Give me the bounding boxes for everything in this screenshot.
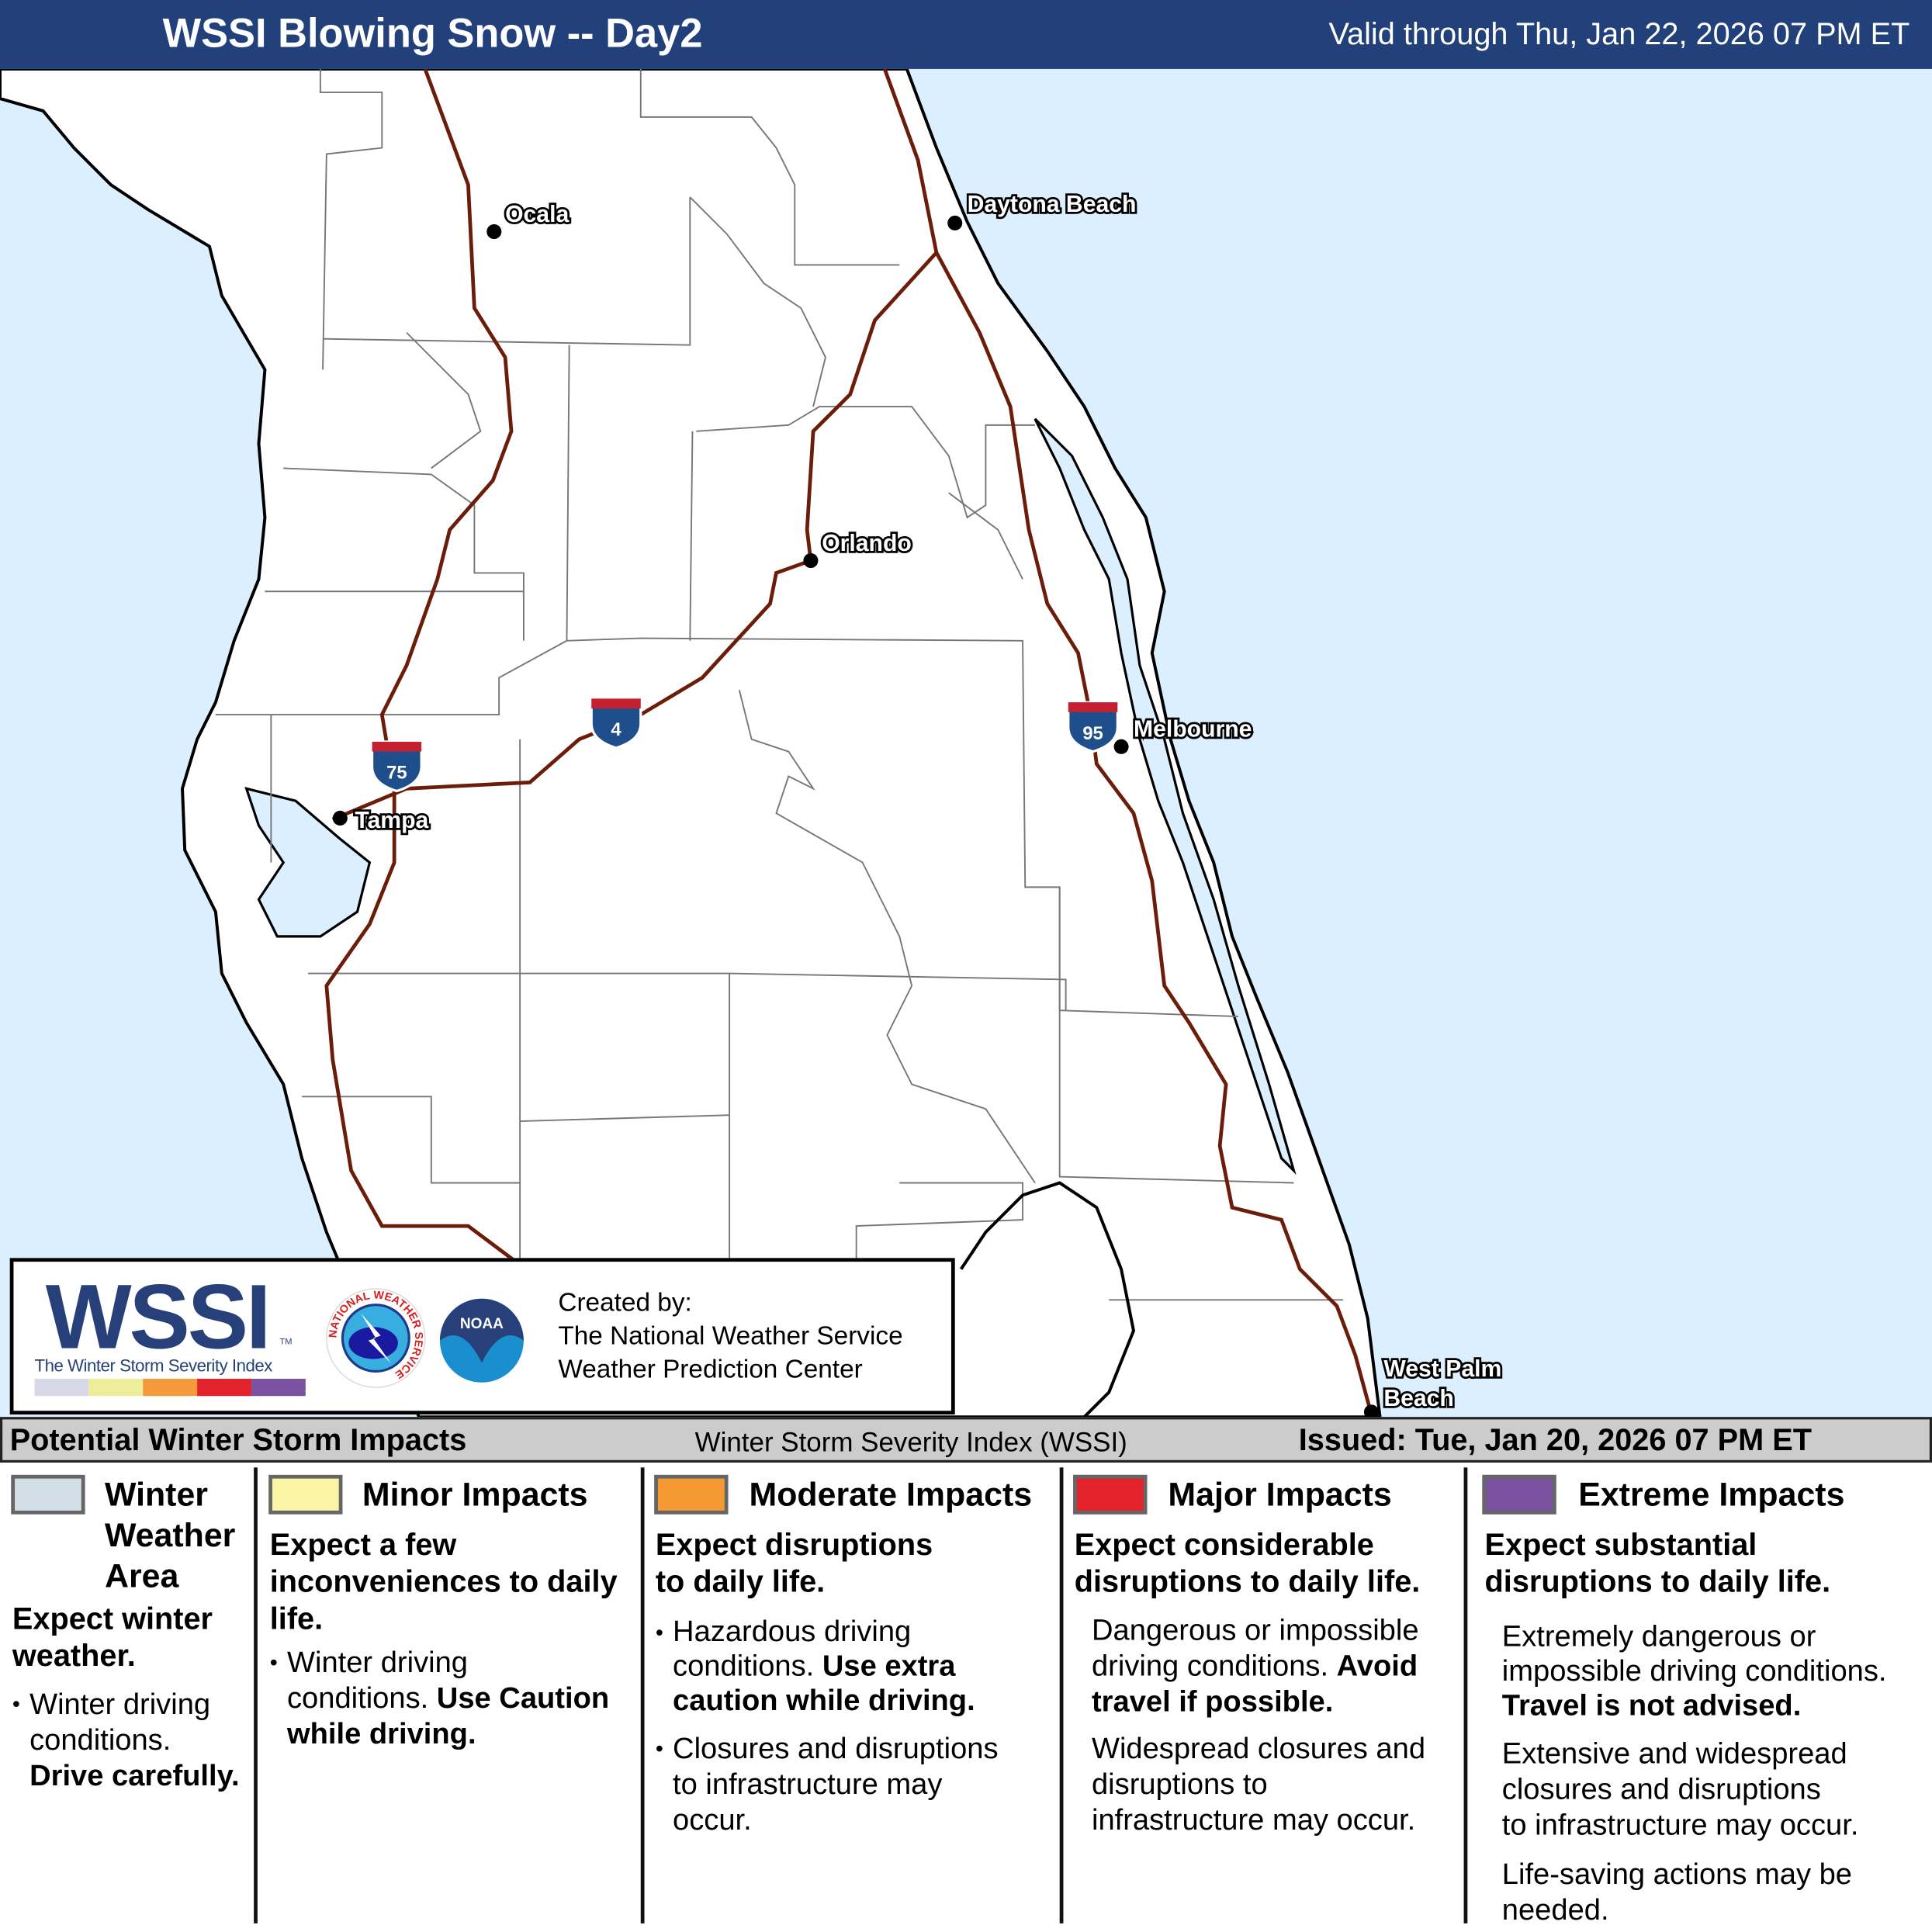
indian-river-lagoon	[1034, 417, 1297, 1175]
city-label: Orlando	[822, 531, 912, 556]
legend-minor-impacts: Minor Impacts Expect a few inconveniences…	[258, 1463, 640, 1923]
swatch-moderate	[654, 1474, 729, 1515]
tampa-bay	[244, 787, 372, 938]
color-strip	[34, 1378, 306, 1397]
legend-major-impacts: Major Impacts Expect considerable disrupt…	[1073, 1474, 1426, 1837]
city-label: Melbourne	[1134, 717, 1252, 743]
interstate-shields: 75 4 95	[370, 697, 1119, 793]
turnpike	[805, 251, 938, 561]
svg-text:75: 75	[386, 763, 407, 784]
shield-icon-75: 75	[370, 740, 423, 793]
interstate-95	[882, 68, 1373, 1415]
valid-time: Valid through Thu, Jan 22, 2026 07 PM ET	[1328, 17, 1910, 52]
svg-text:95: 95	[1082, 723, 1103, 744]
swatch-major	[1073, 1474, 1148, 1515]
city-label: Beach	[1383, 1386, 1454, 1411]
legend-moderate-impacts: Moderate Impacts Expect disruptions to da…	[646, 1463, 1060, 1923]
impact-legend: Winter Weather Area Expect winter weather. …	[0, 1463, 1932, 1932]
city-dot-ocala	[486, 224, 502, 240]
svg-text:4: 4	[611, 719, 621, 740]
legend-extreme-impacts: Extreme Impacts Expect substantial disrup…	[1469, 1463, 1932, 1927]
city-dot-daytona	[947, 215, 963, 230]
swatch-winter-weather	[11, 1474, 85, 1515]
city-label: Ocala	[505, 202, 569, 227]
legend-header-bar: Potential Winter Storm Impacts Winter St…	[0, 1417, 1932, 1463]
city-dot-tampa	[332, 810, 348, 826]
org-wpc: Weather Prediction Center	[558, 1355, 863, 1384]
issued-time: Issued: Tue, Jan 20, 2026 07 PM ET	[1298, 1423, 1812, 1458]
legend-winter-weather-area: Winter Weather Area Expect winter weather. …	[0, 1463, 255, 1923]
svg-text:NOAA: NOAA	[460, 1316, 504, 1332]
credits-box: WSSI TM The Winter Storm Severity Index …	[9, 1258, 955, 1415]
wssi-subtitle: The Winter Storm Severity Index	[34, 1355, 272, 1376]
city-dot-west-palm	[1363, 1404, 1379, 1418]
city-markers: Ocala Daytona Beach Orlando Melbourne Ta…	[332, 189, 1504, 1418]
city-label: Daytona Beach	[968, 192, 1137, 217]
header: WSSI Blowing Snow -- Day2 Valid through …	[0, 0, 1932, 69]
created-by: Created by: The National Weather Service…	[558, 1286, 902, 1387]
nws-logo-icon: NATIONAL WEATHER SERVICE	[326, 1288, 426, 1388]
county-lines	[215, 68, 1343, 1301]
lake-okeechobee-shore	[959, 1181, 1136, 1418]
shield-icon-4: 4	[590, 697, 642, 750]
trademark: TM	[279, 1338, 293, 1347]
map: Ocala Daytona Beach Orlando Melbourne Ta…	[0, 68, 1932, 1418]
city-dot-orlando	[803, 553, 819, 569]
noaa-logo-icon: NOAA	[430, 1289, 534, 1393]
org-nws: The National Weather Service	[558, 1321, 903, 1351]
index-name: Winter Storm Severity Index (WSSI)	[694, 1426, 1127, 1458]
city-label: West Palm	[1383, 1356, 1501, 1382]
city-dot-melbourne	[1113, 739, 1129, 754]
swatch-extreme	[1482, 1474, 1556, 1515]
wssi-logo: WSSI	[45, 1265, 272, 1368]
interstate-75	[324, 68, 519, 1265]
page-title: WSSI Blowing Snow -- Day2	[162, 9, 703, 56]
shield-icon-95: 95	[1067, 701, 1119, 753]
swatch-minor	[268, 1474, 343, 1515]
legend-title: Potential Winter Storm Impacts	[9, 1423, 467, 1458]
city-label: Tampa	[355, 808, 428, 833]
highways	[324, 68, 1373, 1415]
